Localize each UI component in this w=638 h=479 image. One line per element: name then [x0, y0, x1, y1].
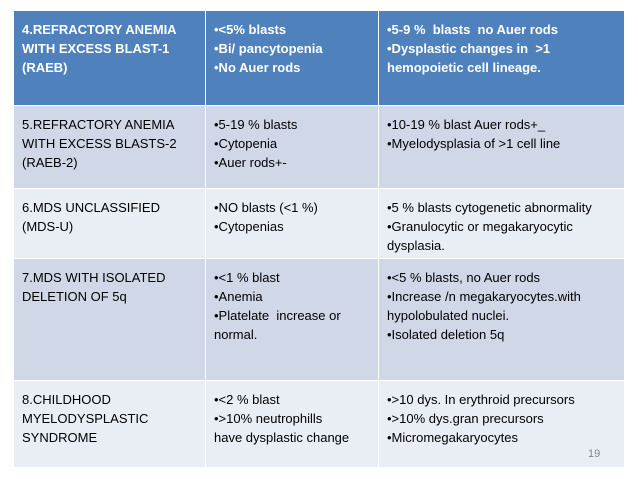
table-cell: •>10 dys. In erythroid precursors •>10% d… — [378, 380, 625, 468]
table-cell: 5.REFRACTORY ANEMIA WITH EXCESS BLASTS-2 (… — [13, 105, 206, 189]
cell-line: •>10 dys. In erythroid precursors — [387, 392, 575, 407]
table-row: 4.REFRACTORY ANEMIA WITH EXCESS BLAST-1 (R… — [13, 10, 625, 106]
cell-line: WITH EXCESS BLAST-1 — [22, 41, 170, 56]
table-cell: •<5 % blasts, no Auer rods •Increase /n m… — [378, 258, 625, 381]
cell-line: normal. — [214, 327, 258, 342]
cell-line: dysplasia. — [387, 238, 445, 253]
table-cell: •NO blasts (<1 %) •Cytopenias — [205, 188, 379, 259]
cell-line: have dysplastic change — [214, 430, 350, 445]
cell-line: (MDS-U) — [22, 219, 74, 234]
table-cell: •10-19 % blast Auer rods+_ •Myelodysplasi… — [378, 105, 625, 189]
table-cell: •5-9 % blasts no Auer rods •Dysplastic ch… — [378, 10, 625, 106]
table-row: 7.MDS WITH ISOLATED DELETION OF 5q •<1 % b… — [13, 258, 625, 381]
cell-line: •Cytopenias — [214, 219, 284, 234]
cell-line: •Platelate increase or — [214, 308, 341, 323]
cell-line: WITH EXCESS BLASTS-2 — [22, 136, 177, 151]
cell-line: •>10% dys.gran precursors — [387, 411, 544, 426]
cell-line: 8.CHILDHOOD — [22, 392, 111, 407]
cell-line: •Anemia — [214, 289, 263, 304]
cell-line: •Cytopenia — [214, 136, 278, 151]
cell-line: •10-19 % blast Auer rods+_ — [387, 117, 546, 132]
cell-line: MYELODYSPLASTIC — [22, 411, 149, 426]
cell-line: •NO blasts (<1 %) — [214, 200, 318, 215]
cell-line: (RAEB) — [22, 60, 68, 75]
cell-line: •5-19 % blasts — [214, 117, 298, 132]
cell-line: 4.REFRACTORY ANEMIA — [22, 22, 177, 37]
table-row: 8.CHILDHOOD MYELODYSPLASTIC SYNDROME •<2 % … — [13, 380, 625, 468]
cell-line: 7.MDS WITH ISOLATED — [22, 270, 166, 285]
cell-line: 5.REFRACTORY ANEMIA — [22, 117, 175, 132]
cell-line: •5 % blasts cytogenetic abnormality — [387, 200, 592, 215]
table-cell: •<2 % blast •>10% neutrophills have dyspla… — [205, 380, 379, 468]
page-number: 19 — [588, 448, 601, 460]
cell-line: •>10% neutrophills — [214, 411, 323, 426]
cell-line: •Dysplastic changes in >1 — [387, 41, 551, 56]
table-cell: •<5% blasts •Bi/ pancytopenia •No Auer rod… — [205, 10, 379, 106]
cell-line: hypolobulated nuclei. — [387, 308, 510, 323]
cell-line: •<2 % blast — [214, 392, 280, 407]
table-row: 6.MDS UNCLASSIFIED (MDS-U) •NO blasts (<1 … — [13, 188, 625, 259]
table-row: 5.REFRACTORY ANEMIA WITH EXCESS BLASTS-2 (… — [13, 105, 625, 189]
cell-line: •<5 % blasts, no Auer rods — [387, 270, 541, 285]
cell-line: •5-9 % blasts no Auer rods — [387, 22, 558, 37]
cell-line: hemopoietic cell lineage. — [387, 60, 541, 75]
cell-line: •<1 % blast — [214, 270, 280, 285]
cell-line: •Granulocytic or megakaryocytic — [387, 219, 573, 234]
cell-line: DELETION OF 5q — [22, 289, 127, 304]
table-cell: 4.REFRACTORY ANEMIA WITH EXCESS BLAST-1 (R… — [13, 10, 206, 106]
table-cell: •<1 % blast •Anemia •Platelate increase or… — [205, 258, 379, 381]
cell-line: •Increase /n megakaryocytes.with — [387, 289, 581, 304]
cell-line: •Myelodysplasia of >1 cell line — [387, 136, 561, 151]
cell-line: •Auer rods+- — [214, 155, 287, 170]
table-cell: 7.MDS WITH ISOLATED DELETION OF 5q — [13, 258, 206, 381]
mds-table: 4.REFRACTORY ANEMIA WITH EXCESS BLAST-1 (R… — [13, 10, 625, 468]
table-cell: 8.CHILDHOOD MYELODYSPLASTIC SYNDROME — [13, 380, 206, 468]
table-cell: 6.MDS UNCLASSIFIED (MDS-U) — [13, 188, 206, 259]
cell-line: •No Auer rods — [214, 60, 301, 75]
cell-line: •<5% blasts — [214, 22, 287, 37]
cell-line: •Isolated deletion 5q — [387, 327, 505, 342]
cell-line: •Micromegakaryocytes — [387, 430, 518, 445]
cell-line: 6.MDS UNCLASSIFIED — [22, 200, 160, 215]
cell-line: (RAEB-2) — [22, 155, 78, 170]
cell-line: •Bi/ pancytopenia — [214, 41, 323, 56]
cell-line: SYNDROME — [22, 430, 98, 445]
table-cell: •5 % blasts cytogenetic abnormality •Gran… — [378, 188, 625, 259]
table-cell: •5-19 % blasts •Cytopenia •Auer rods+- — [205, 105, 379, 189]
